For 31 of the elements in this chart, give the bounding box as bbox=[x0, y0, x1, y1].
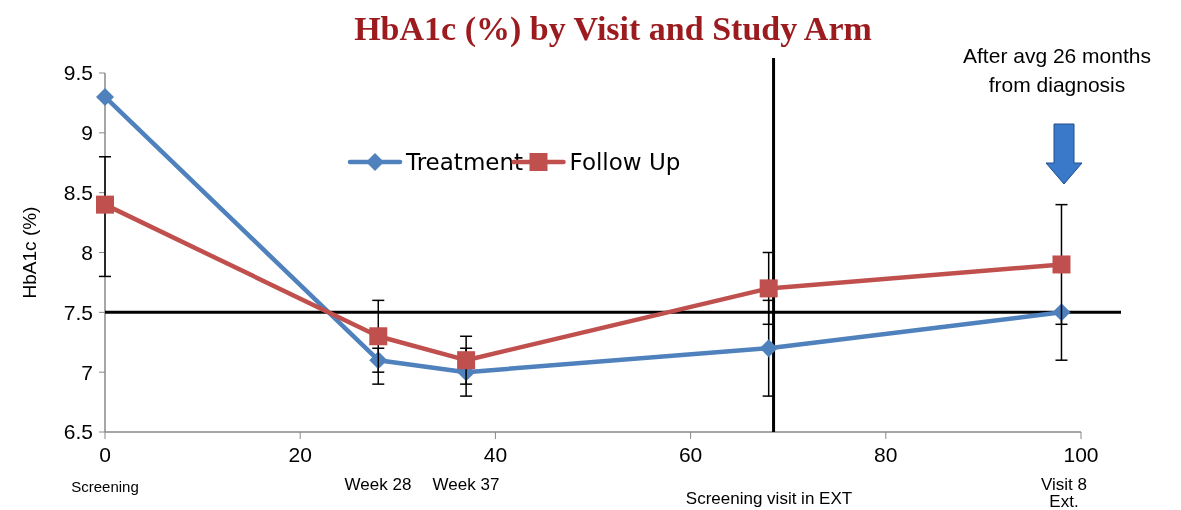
x-tick-label: 80 bbox=[874, 443, 898, 466]
point bbox=[759, 279, 778, 298]
point bbox=[369, 327, 388, 346]
x-tick-label: 100 bbox=[1063, 443, 1099, 466]
legend-label: Treatment bbox=[405, 149, 524, 176]
x-tick-label: 20 bbox=[288, 443, 312, 466]
y-axis-title: HbA1c (%) bbox=[19, 206, 40, 299]
y-tick-label: 7 bbox=[81, 360, 93, 384]
text: Week 37 bbox=[432, 475, 500, 494]
y-tick-label: 8.5 bbox=[63, 181, 93, 205]
text: Screening visit in EXT bbox=[685, 489, 853, 508]
legend-label: Follow Up bbox=[569, 149, 681, 176]
y-tick-label: 9 bbox=[81, 121, 93, 145]
y-tick-label: 9.5 bbox=[63, 61, 93, 85]
point bbox=[1052, 255, 1071, 274]
text: Screening bbox=[71, 478, 139, 495]
point bbox=[96, 195, 114, 214]
point bbox=[1052, 303, 1071, 322]
point bbox=[96, 87, 114, 106]
point bbox=[759, 339, 778, 358]
y-tick-label: 7.5 bbox=[63, 300, 93, 324]
chart-title: HbA1c (%) by Visit and Study Arm bbox=[354, 10, 872, 48]
annotation: After avg 26 months from diagnosis bbox=[963, 44, 1151, 96]
text: Week 28 bbox=[344, 475, 412, 494]
x-tick-label: 0 bbox=[99, 443, 111, 466]
point bbox=[457, 351, 476, 370]
y-tick-label: 6.5 bbox=[63, 420, 93, 444]
x-tick-label: 40 bbox=[483, 443, 508, 466]
y-tick-label: 8 bbox=[81, 240, 93, 264]
text: Visit 8 Ext. bbox=[1041, 475, 1087, 510]
x-tick-label: 60 bbox=[678, 443, 703, 466]
